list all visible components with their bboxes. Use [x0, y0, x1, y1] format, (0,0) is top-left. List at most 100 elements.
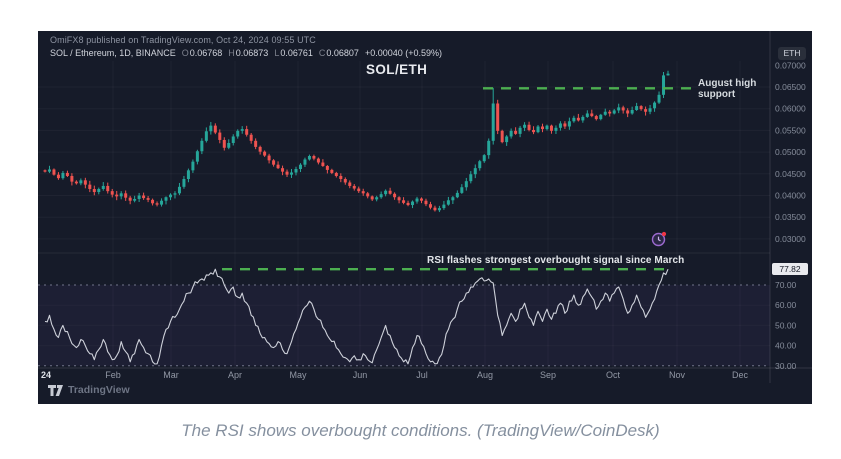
candle-body	[155, 203, 159, 205]
price-tick-label: 0.03000	[775, 234, 806, 244]
time-axis-label[interactable]: Nov	[669, 370, 686, 380]
candle-body	[554, 127, 558, 131]
candle-body	[393, 193, 397, 198]
candle-body	[379, 194, 383, 198]
change-value: +0.00040 (+0.59%)	[364, 48, 442, 58]
timer-icon[interactable]	[650, 230, 668, 248]
time-axis-label[interactable]: Oct	[606, 370, 621, 380]
time-axis-label[interactable]: Jul	[416, 370, 428, 380]
candle-body	[617, 107, 621, 111]
candle-body	[518, 127, 522, 134]
candle-body	[406, 202, 410, 206]
candle-body	[124, 193, 128, 198]
time-axis-label[interactable]: Aug	[477, 370, 493, 380]
time-axis-label[interactable]: Sep	[540, 370, 556, 380]
timer-icon-graphic	[651, 231, 667, 247]
candle-body	[666, 73, 670, 76]
candle-body	[415, 198, 419, 202]
high-label: H	[228, 48, 235, 58]
candle-body	[79, 180, 83, 184]
candle-body	[375, 197, 379, 200]
candle-body	[88, 184, 92, 189]
candle-body	[496, 103, 500, 131]
candle-body	[366, 193, 370, 197]
candle-body	[419, 198, 423, 201]
august-high-annotation-line2: support	[698, 89, 736, 100]
low-value: 0.06761	[280, 48, 313, 58]
currency-unit-button[interactable]: ETH	[778, 47, 806, 60]
image-caption: The RSI shows overbought conditions. (Tr…	[181, 421, 660, 440]
candle-body	[119, 193, 123, 197]
candle-body	[361, 191, 365, 194]
candle-body	[101, 185, 105, 189]
candle-body	[47, 169, 51, 172]
time-axis-label[interactable]: Dec	[732, 370, 749, 380]
price-tick-label: 0.04500	[775, 169, 806, 179]
candle-body	[43, 170, 47, 172]
candle-body	[249, 134, 253, 141]
candle-body	[307, 156, 311, 160]
candle-body	[491, 103, 495, 141]
candle-body	[348, 182, 352, 186]
candle-body	[460, 187, 464, 193]
time-axis-label[interactable]: 24	[41, 370, 51, 380]
candle-body	[115, 194, 119, 197]
candle-body	[56, 174, 60, 179]
tradingview-logo[interactable]: TradingView	[48, 384, 130, 396]
candle-body	[545, 125, 549, 130]
candle-body	[451, 197, 455, 201]
candle-body	[653, 102, 657, 109]
candle-body	[536, 126, 540, 133]
candle-body	[204, 131, 208, 141]
candle-body	[254, 140, 258, 147]
open-value: 0.06768	[189, 48, 223, 58]
candle-body	[599, 114, 603, 120]
candle-body	[325, 165, 329, 170]
candle-body	[527, 124, 531, 130]
candle-body	[222, 139, 226, 148]
chart-title: SOL/ETH	[366, 62, 428, 77]
price-tick-label: 0.06000	[775, 104, 806, 114]
candle-body	[298, 164, 302, 170]
rsi-tick-label: 30.00	[775, 361, 797, 371]
candle-body	[321, 162, 325, 166]
time-axis-label[interactable]: Jun	[353, 370, 368, 380]
august-high-annotation: August high support	[698, 78, 756, 100]
candle-body	[128, 197, 132, 201]
rsi-tick-label: 60.00	[775, 300, 797, 310]
candle-body	[245, 129, 249, 135]
time-axis-label[interactable]: Feb	[105, 370, 121, 380]
close-value: 0.06807	[326, 48, 359, 58]
candle-body	[164, 197, 168, 201]
candle-body	[236, 130, 240, 137]
chart-image: 0.07000 0.06500 0.06000 0.05500 0.05000 0.045…	[38, 31, 812, 404]
candle-body	[608, 111, 612, 114]
candle-body	[61, 172, 65, 179]
chart-canvas[interactable]: 0.07000 0.06500 0.06000 0.05500 0.05000 0.045…	[38, 31, 812, 404]
symbol-name[interactable]: SOL / Ethereum, 1D, BINANCE	[50, 48, 176, 58]
candle-body	[133, 198, 137, 201]
candle-body	[316, 158, 320, 163]
price-tick-label: 0.04000	[775, 191, 806, 201]
tradingview-mark-icon	[48, 384, 63, 396]
candle-body	[411, 201, 415, 206]
price-tick-label: 0.03500	[775, 212, 806, 222]
candle-body	[65, 172, 69, 176]
candle-body	[505, 136, 509, 143]
time-axis-label[interactable]: May	[289, 370, 307, 380]
time-axis-label[interactable]: Mar	[163, 370, 179, 380]
candle-body	[303, 159, 307, 165]
candle-body	[384, 190, 388, 195]
candle-body	[464, 181, 468, 188]
rsi-value-badge: 77.82	[772, 263, 808, 275]
candle-body	[200, 140, 204, 152]
publication-note: OmiFX8 published on TradingView.com, Oct…	[50, 35, 316, 45]
tradingview-logo-text: TradingView	[68, 384, 130, 396]
candle-body	[662, 75, 666, 95]
candle-body	[352, 185, 356, 189]
time-axis-label[interactable]: Apr	[228, 370, 242, 380]
candle-body	[630, 110, 634, 114]
candle-body	[330, 169, 334, 173]
rsi-tick-label: 50.00	[775, 320, 797, 330]
candle-body	[487, 140, 491, 156]
